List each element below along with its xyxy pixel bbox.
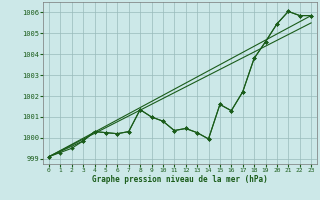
X-axis label: Graphe pression niveau de la mer (hPa): Graphe pression niveau de la mer (hPa) xyxy=(92,175,268,184)
